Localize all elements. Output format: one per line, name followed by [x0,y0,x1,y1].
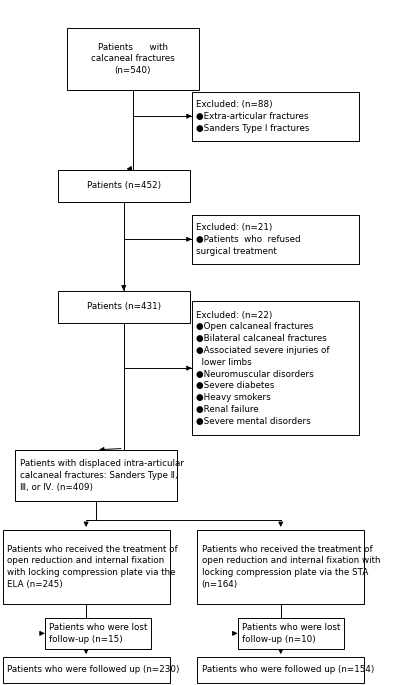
Text: Patients who were followed up (n=154): Patients who were followed up (n=154) [202,665,374,675]
Text: Excluded: (n=22)
●Open calcaneal fractures
●Bilateral calcaneal fractures
●Assoc: Excluded: (n=22) ●Open calcaneal fractur… [196,310,330,426]
Text: Patients      with
calcaneal fractures
(n=540): Patients with calcaneal fractures (n=540… [91,42,175,75]
Text: Patients who were lost
follow-up (n=15): Patients who were lost follow-up (n=15) [49,623,147,644]
Text: Patients who were lost
follow-up (n=10): Patients who were lost follow-up (n=10) [242,623,340,644]
FancyBboxPatch shape [58,290,190,323]
FancyBboxPatch shape [197,530,364,603]
FancyBboxPatch shape [238,618,344,649]
FancyBboxPatch shape [192,301,359,435]
FancyBboxPatch shape [2,657,170,683]
FancyBboxPatch shape [192,92,359,141]
FancyBboxPatch shape [45,618,151,649]
Text: Patients who received the treatment of
open reduction and internal fixation with: Patients who received the treatment of o… [202,545,380,589]
Text: Patients (n=431): Patients (n=431) [87,303,161,312]
FancyBboxPatch shape [2,530,170,603]
Text: Patients with displaced intra-articular
calcaneal fractures: Sanders Type Ⅱ,
Ⅲ, : Patients with displaced intra-articular … [20,459,184,492]
FancyBboxPatch shape [197,657,364,683]
FancyBboxPatch shape [67,28,199,90]
Text: Patients who received the treatment of
open reduction and internal fixation
with: Patients who received the treatment of o… [7,545,177,589]
Text: Excluded: (n=88)
●Extra-articular fractures
●Sanders Type I fractures: Excluded: (n=88) ●Extra-articular fractu… [196,100,309,132]
FancyBboxPatch shape [192,214,359,264]
FancyBboxPatch shape [15,450,177,501]
Text: Excluded: (n=21)
●Patients  who  refused
surgical treatment: Excluded: (n=21) ●Patients who refused s… [196,223,301,256]
Text: Patients (n=452): Patients (n=452) [87,182,161,190]
FancyBboxPatch shape [58,170,190,202]
Text: Patients who were followed up (n=230): Patients who were followed up (n=230) [7,665,179,675]
